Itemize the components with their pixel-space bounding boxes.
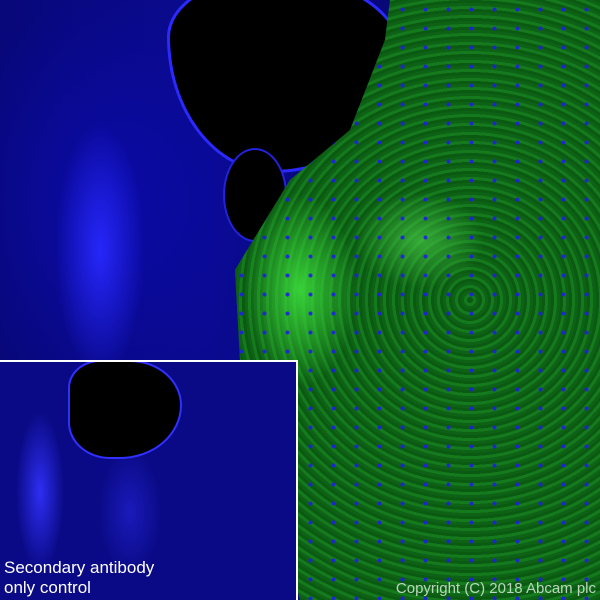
copyright-watermark: Copyright (C) 2018 Abcam plc bbox=[395, 580, 596, 597]
control-inset: Secondary antibody only control bbox=[0, 360, 298, 600]
inset-caption: Secondary antibody only control bbox=[4, 558, 155, 597]
inset-lumen bbox=[70, 362, 180, 457]
